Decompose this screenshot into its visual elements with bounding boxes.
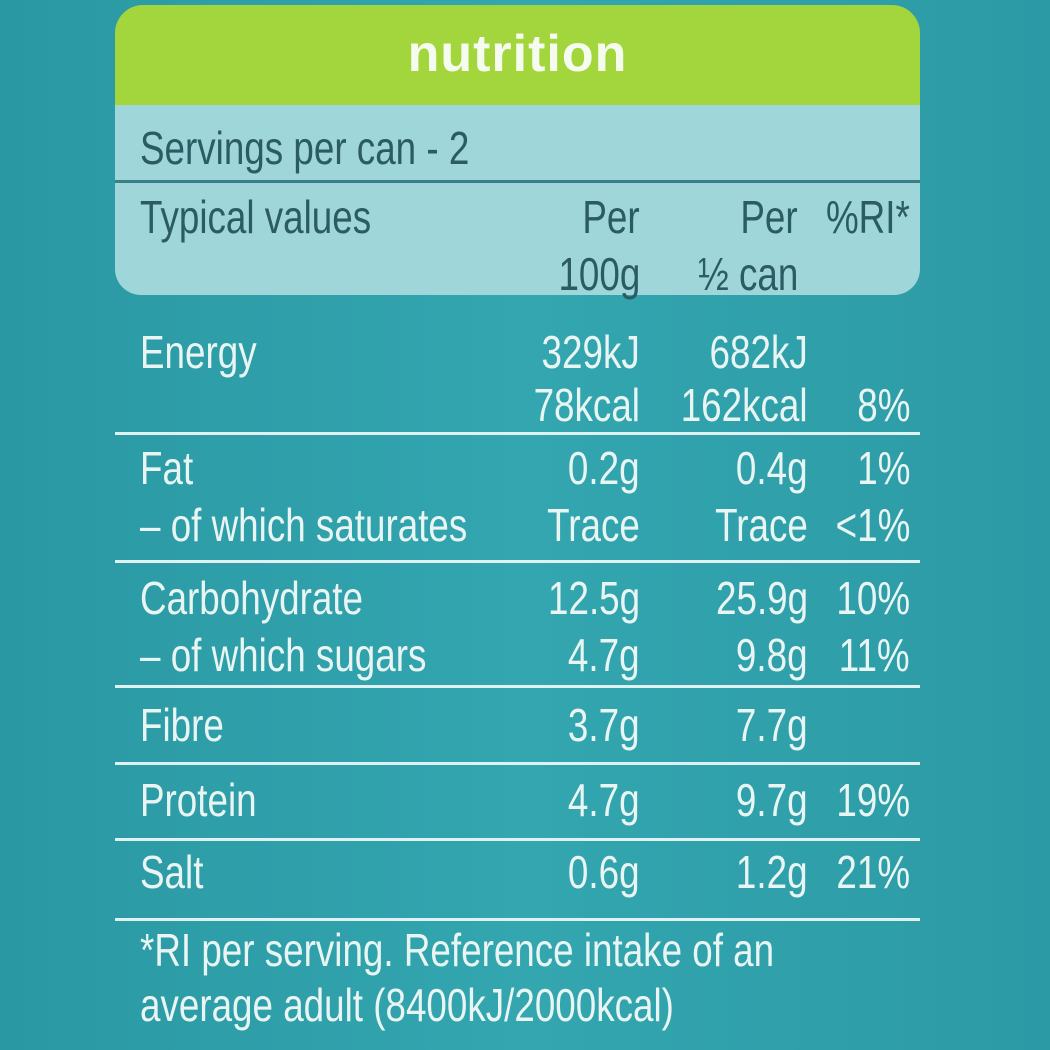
nutrient-label: – of which sugars xyxy=(140,629,427,681)
per-100g: 4.7g xyxy=(568,629,640,681)
nutrient-label: Energy xyxy=(140,326,257,378)
header-separator xyxy=(115,180,920,183)
nutrient-label: – of which saturates xyxy=(140,499,468,551)
per-half-can: 25.9g xyxy=(715,572,808,624)
ri-percent: <1% xyxy=(835,499,910,551)
nutrient-label: Salt xyxy=(140,846,204,898)
header-box xyxy=(115,105,920,295)
nutrient-label: Protein xyxy=(140,774,257,826)
per-half-can: Trace xyxy=(715,499,808,551)
ri-percent: 10% xyxy=(836,572,910,624)
per-half-can: 1.2g xyxy=(736,846,808,898)
nutrient-label: Fibre xyxy=(140,699,224,751)
nutrient-label: Carbohydrate xyxy=(140,572,363,624)
per-100g: 12.5g xyxy=(547,572,640,624)
title: nutrition xyxy=(407,25,628,83)
per-half-can: 9.8g xyxy=(736,629,808,681)
per-100g: 0.6g xyxy=(568,846,640,898)
per-half-can: 0.4g xyxy=(736,442,808,494)
row-separator xyxy=(115,838,920,841)
footnote: average adult (8400kJ/2000kcal) xyxy=(140,979,674,1031)
row-separator xyxy=(115,918,920,921)
ri-percent: 19% xyxy=(836,774,910,826)
row-separator xyxy=(115,432,920,435)
per-100g: 0.2g xyxy=(568,442,640,494)
row-separator xyxy=(115,685,920,688)
ri-percent: 21% xyxy=(836,846,910,898)
per-100g: 329kJ xyxy=(541,326,640,378)
per-100g: 78kcal xyxy=(533,379,640,431)
nutrient-label: Fat xyxy=(140,442,194,494)
per-half-can: 9.7g xyxy=(736,774,808,826)
per-100g: 3.7g xyxy=(568,699,640,751)
per-100g: 4.7g xyxy=(568,774,640,826)
header-label: Typical values xyxy=(140,191,372,243)
per-half-can: 682kJ xyxy=(709,326,808,378)
servings: Servings per can - 2 xyxy=(140,122,470,174)
per-half-can: 7.7g xyxy=(736,699,808,751)
title-banner xyxy=(115,5,920,105)
ri-percent: 8% xyxy=(856,379,910,431)
header-per-100g: Per xyxy=(582,191,640,243)
footnote: *RI per serving. Reference intake of an xyxy=(140,924,775,976)
ri-percent: 1% xyxy=(856,442,910,494)
row-separator xyxy=(115,560,920,563)
header-per-half-can: Per xyxy=(740,191,798,243)
ri-percent: 11% xyxy=(839,629,910,681)
per-100g: Trace xyxy=(547,499,640,551)
per-half-can: 162kcal xyxy=(681,379,808,431)
header-per-100g: 100g xyxy=(558,248,640,300)
header-per-half-can: ½ can xyxy=(697,248,798,300)
header-ri: %RI* xyxy=(826,191,910,243)
row-separator xyxy=(115,762,920,765)
